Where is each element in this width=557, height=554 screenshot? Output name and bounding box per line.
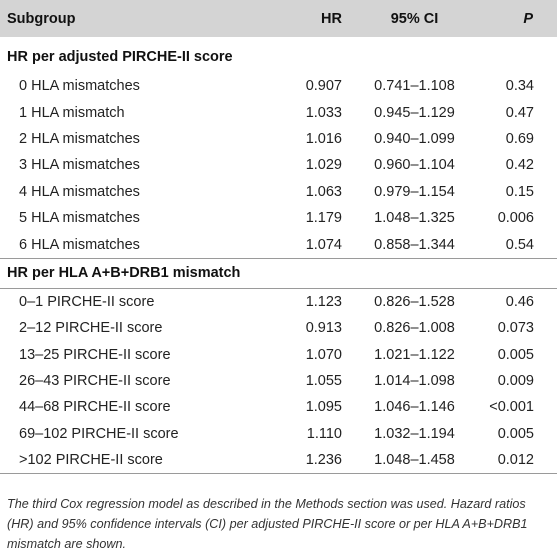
cell-subgroup: 69–102 PIRCHE-II score: [19, 425, 179, 442]
cell-p: 0.54: [505, 236, 534, 253]
cell-subgroup: 6 HLA mismatches: [19, 236, 140, 253]
cell-hr: 1.033: [305, 104, 342, 121]
cell-ci: 1.048–1.325: [374, 210, 455, 227]
cell-hr: 1.029: [305, 157, 342, 174]
cell-p: 0.009: [497, 373, 534, 390]
results-table-container: Subgroup HR 95% CI P HR per adjusted PIR…: [0, 0, 557, 475]
cell-hr: 0.913: [305, 320, 342, 337]
cell-ci: 0.826–1.528: [374, 293, 455, 310]
cell-subgroup: 13–25 PIRCHE-II score: [19, 346, 171, 363]
cell-hr: 1.095: [305, 399, 342, 416]
section-title: HR per HLA A+B+DRB1 mismatch: [0, 257, 557, 289]
cell-ci: 1.032–1.194: [374, 425, 455, 442]
cell-p: 0.006: [497, 210, 534, 227]
cell-ci: 0.960–1.104: [374, 157, 455, 174]
cell-hr: 1.236: [262, 447, 352, 475]
cell-ci: 1.048–1.458: [352, 447, 477, 475]
cell-ci: 1.046–1.146: [374, 399, 455, 416]
cell-subgroup: 4 HLA mismatches: [19, 183, 140, 200]
table-row: 2–12 PIRCHE-II score 0.913 0.826–1.008 0…: [0, 315, 557, 341]
table-row: 69–102 PIRCHE-II score 1.110 1.032–1.194…: [0, 421, 557, 447]
table-row: 44–68 PIRCHE-II score 1.095 1.046–1.146 …: [0, 394, 557, 420]
results-table: Subgroup HR 95% CI P HR per adjusted PIR…: [0, 0, 557, 475]
cell-p: <0.001: [489, 399, 534, 416]
cell-p: 0.47: [505, 104, 534, 121]
cell-subgroup: 1 HLA mismatch: [19, 104, 125, 121]
cell-hr: 1.074: [305, 236, 342, 253]
cell-subgroup: 2–12 PIRCHE-II score: [19, 320, 163, 337]
section-title: HR per adjusted PIRCHE-II score: [7, 48, 233, 65]
cell-subgroup: 2 HLA mismatches: [19, 130, 140, 147]
header-ci: 95% CI: [390, 10, 439, 27]
cell-hr: 1.055: [305, 373, 342, 390]
cell-hr: 1.063: [305, 183, 342, 200]
table-row: 0 HLA mismatches 0.907 0.741–1.108 0.34: [0, 73, 557, 99]
cell-hr: 0.907: [305, 78, 342, 95]
cell-ci: 0.858–1.344: [374, 236, 455, 253]
cell-p: 0.69: [505, 130, 534, 147]
cell-p: 0.005: [497, 346, 534, 363]
cell-p: 0.42: [505, 157, 534, 174]
cell-hr: 1.016: [305, 130, 342, 147]
cell-ci: 0.979–1.154: [374, 183, 455, 200]
cell-p: 0.15: [505, 183, 534, 200]
header-p: P: [523, 10, 533, 27]
cell-hr: 1.070: [305, 346, 342, 363]
table-row: 26–43 PIRCHE-II score 1.055 1.014–1.098 …: [0, 368, 557, 394]
cell-subgroup: 0 HLA mismatches: [19, 78, 140, 95]
cell-p: 0.46: [505, 293, 534, 310]
table-row: 1 HLA mismatch 1.033 0.945–1.129 0.47: [0, 99, 557, 125]
table-header: Subgroup HR 95% CI P: [0, 0, 557, 37]
table-row: 5 HLA mismatches 1.179 1.048–1.325 0.006: [0, 205, 557, 231]
table-row: 13–25 PIRCHE-II score 1.070 1.021–1.122 …: [0, 342, 557, 368]
cell-subgroup: >102 PIRCHE-II score: [0, 447, 262, 475]
cell-hr: 1.179: [305, 210, 342, 227]
cell-subgroup: 3 HLA mismatches: [19, 157, 140, 174]
table-row: 3 HLA mismatches 1.029 0.960–1.104 0.42: [0, 152, 557, 178]
section-row: HR per HLA A+B+DRB1 mismatch: [0, 257, 557, 289]
header-subgroup: Subgroup: [7, 10, 76, 27]
table-row: 2 HLA mismatches 1.016 0.940–1.099 0.69: [0, 126, 557, 152]
table-body: HR per adjusted PIRCHE-II score 0 HLA mi…: [0, 37, 557, 475]
cell-p: 0.012: [477, 447, 557, 475]
cell-ci: 0.741–1.108: [374, 78, 455, 95]
cell-subgroup: 5 HLA mismatches: [19, 210, 140, 227]
cell-p: 0.34: [505, 78, 534, 95]
header-row: Subgroup HR 95% CI P: [0, 0, 557, 37]
section-row: HR per adjusted PIRCHE-II score: [0, 37, 557, 73]
header-hr: HR: [321, 10, 342, 27]
cell-subgroup: 0–1 PIRCHE-II score: [19, 293, 155, 310]
cell-p: 0.005: [497, 425, 534, 442]
table-row: 6 HLA mismatches 1.074 0.858–1.344 0.54: [0, 231, 557, 258]
cell-p: 0.073: [497, 320, 534, 337]
cell-subgroup: 44–68 PIRCHE-II score: [19, 399, 171, 416]
cell-ci: 0.826–1.008: [374, 320, 455, 337]
cell-hr: 1.110: [306, 425, 342, 442]
table-row: >102 PIRCHE-II score 1.236 1.048–1.458 0…: [0, 447, 557, 475]
table-row: 0–1 PIRCHE-II score 1.123 0.826–1.528 0.…: [0, 288, 557, 315]
cell-hr: 1.123: [305, 293, 342, 310]
cell-ci: 0.945–1.129: [374, 104, 455, 121]
table-caption: The third Cox regression model as descri…: [7, 497, 528, 551]
cell-subgroup: 26–43 PIRCHE-II score: [19, 373, 171, 390]
cell-ci: 1.014–1.098: [374, 373, 455, 390]
cell-ci: 0.940–1.099: [374, 130, 455, 147]
cell-ci: 1.021–1.122: [374, 346, 455, 363]
table-row: 4 HLA mismatches 1.063 0.979–1.154 0.15: [0, 179, 557, 205]
